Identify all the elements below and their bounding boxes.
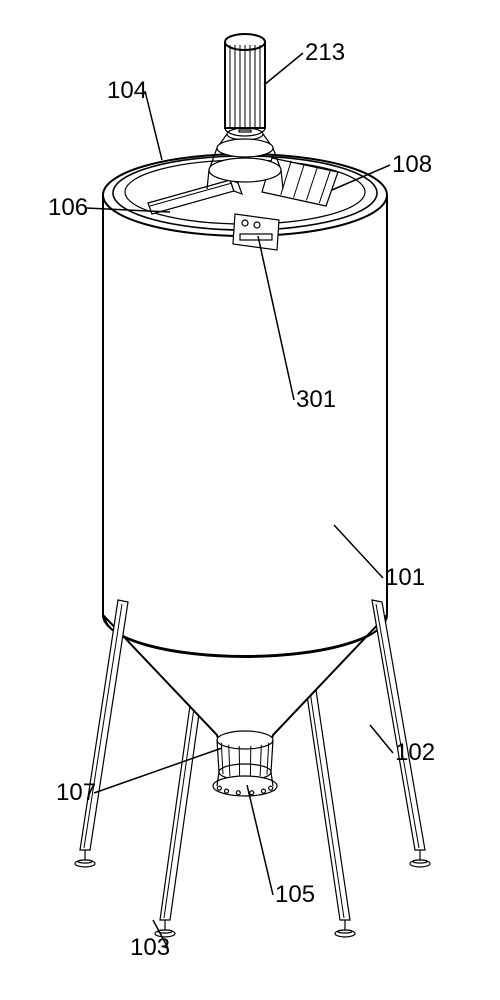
leg (80, 600, 128, 850)
tank-body (103, 195, 387, 656)
leader-line (94, 748, 222, 793)
outlet-flange (213, 776, 277, 796)
motor-pedestal (209, 158, 281, 182)
callout-label: 213 (305, 39, 345, 66)
callout-label: 101 (385, 564, 425, 591)
flange-bolt (269, 786, 273, 790)
callout-label: 106 (48, 194, 88, 221)
flange-bolt (250, 791, 254, 795)
motor-shaft (239, 130, 251, 132)
flange-bolt (225, 789, 229, 793)
outlet-collar (217, 731, 273, 749)
flange-bolt (217, 786, 221, 790)
leader-line (264, 53, 303, 85)
leader-line (247, 785, 273, 895)
panel-display (240, 234, 272, 240)
callout-label: 105 (275, 881, 315, 908)
control-panel (233, 214, 279, 250)
leg (372, 600, 425, 850)
flange-bolt (236, 791, 240, 795)
leader-line (370, 725, 393, 753)
panel-button (254, 222, 260, 228)
callout-label: 301 (296, 386, 336, 413)
callout-label: 104 (107, 77, 147, 104)
flange-bolt (261, 789, 265, 793)
callout-label: 102 (395, 739, 435, 766)
leader-line (145, 91, 162, 160)
panel-button (242, 220, 248, 226)
callout-label: 108 (392, 151, 432, 178)
callout-label: 107 (56, 779, 96, 806)
motor-pedestal (217, 139, 273, 157)
callout-label: 103 (130, 934, 170, 961)
